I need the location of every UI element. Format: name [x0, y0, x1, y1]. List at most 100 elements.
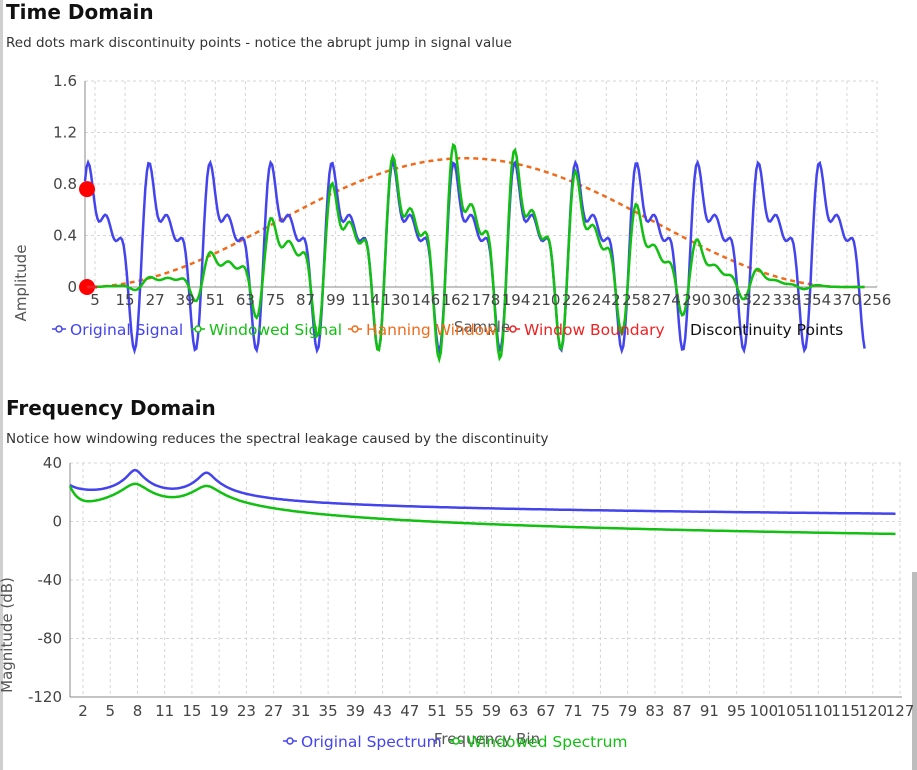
freq-grid — [69, 462, 902, 698]
time-x-tick: 210 — [532, 291, 561, 309]
time-x-tick: 322 — [742, 291, 771, 309]
time-x-tick: 274 — [652, 291, 681, 309]
freq-domain-subtitle: Notice how windowing reduces the spectra… — [6, 431, 549, 447]
time-legend-label: Window Boundary — [524, 321, 665, 339]
freq-x-tick: 5 — [105, 702, 115, 720]
time-x-tick: 130 — [381, 291, 410, 309]
time-legend-item[interactable]: Hanning Window — [348, 321, 497, 339]
freq-legend: Original Spectrum Windowed Spectrum — [283, 733, 628, 751]
freq-x-tick: 71 — [564, 702, 583, 720]
time-x-tick: 5 — [90, 291, 100, 309]
time-x-tick: 256 — [863, 291, 892, 309]
freq-legend-label: Original Spectrum — [301, 733, 442, 751]
freq-x-tick: 79 — [618, 702, 637, 720]
freq-x-tick: 100 — [750, 702, 779, 720]
freq-y-tick: -80 — [38, 630, 63, 648]
time-y-tick: 1.6 — [53, 72, 77, 90]
legend-marker-icon — [509, 325, 517, 333]
time-legend-item[interactable]: Original Signal — [52, 321, 183, 339]
freq-x-tick: 115 — [831, 702, 860, 720]
freq-x-tick: 91 — [700, 702, 719, 720]
freq-x-tick: 67 — [536, 702, 555, 720]
time-y-tick: 0.8 — [53, 175, 77, 193]
freq-x-tick: 63 — [509, 702, 528, 720]
freq-x-tick: 87 — [673, 702, 692, 720]
freq-x-tick: 105 — [777, 702, 806, 720]
time-legend: Original Signal Windowed Signal Hanning Wi… — [52, 321, 843, 339]
time-x-tick: 338 — [772, 291, 801, 309]
freq-x-tick: 19 — [210, 702, 229, 720]
scrollbar-thumb[interactable] — [912, 572, 917, 770]
legend-marker-icon — [351, 325, 359, 333]
freq-legend-item[interactable]: Original Spectrum — [283, 733, 442, 751]
time-x-tick: 146 — [412, 291, 441, 309]
time-x-tick: 99 — [326, 291, 345, 309]
time-x-tick: 39 — [176, 291, 195, 309]
legend-marker-icon — [452, 737, 460, 745]
freq-legend-item[interactable]: Windowed Spectrum — [449, 733, 628, 751]
time-domain-subtitle: Red dots mark discontinuity points - not… — [6, 35, 512, 51]
freq-x-tick: 15 — [182, 702, 201, 720]
freq-x-tick: 120 — [858, 702, 887, 720]
freq-x-axis-label: Frequency Bin — [434, 730, 540, 748]
freq-x-tick: 39 — [346, 702, 365, 720]
time-legend-label: Windowed Signal — [209, 321, 342, 339]
time-x-tick: 306 — [712, 291, 741, 309]
freq-domain-chart: 40 0 -40 -80 -120 2 5 8 11 15 19 23 27 31 35 39 43 47 51 5… — [0, 454, 914, 751]
freq-x-tick: 51 — [427, 702, 446, 720]
time-legend-item[interactable]: Discontinuity Points — [690, 321, 843, 339]
freq-x-tick: 8 — [133, 702, 143, 720]
freq-x-tick: 47 — [400, 702, 419, 720]
time-y-tick: 0 — [67, 278, 77, 296]
legend-marker-icon — [55, 325, 63, 333]
time-x-tick: 63 — [236, 291, 255, 309]
time-y-tick: 0.4 — [53, 227, 77, 245]
discontinuity-point — [79, 181, 95, 198]
freq-x-tick: 23 — [237, 702, 256, 720]
time-y-axis-label: Amplitude — [12, 245, 30, 322]
freq-y-tick: 0 — [52, 513, 62, 531]
time-legend-label: Original Signal — [70, 321, 183, 339]
time-x-ticks: 5 15 27 39 51 63 75 87 99 114 130 146 162 178 194 210 22… — [90, 291, 891, 309]
time-legend-label: Hanning Window — [366, 321, 497, 339]
freq-x-tick: 2 — [78, 702, 88, 720]
freq-x-tick: 11 — [155, 702, 174, 720]
freq-y-tick: -40 — [38, 571, 63, 589]
legend-marker-icon — [194, 325, 202, 333]
time-x-axis-label: Sample — [454, 318, 510, 336]
time-x-tick: 15 — [116, 291, 135, 309]
time-series — [79, 142, 866, 364]
time-legend-label: Discontinuity Points — [690, 321, 843, 339]
time-x-tick: 258 — [622, 291, 651, 309]
freq-x-tick: 83 — [645, 702, 664, 720]
time-x-tick: 178 — [472, 291, 501, 309]
time-x-tick: 87 — [296, 291, 315, 309]
time-y-ticks: 0 0.4 0.8 1.2 1.6 — [53, 72, 77, 296]
freq-x-tick: 35 — [319, 702, 338, 720]
time-x-tick: 27 — [146, 291, 165, 309]
time-x-tick: 370 — [833, 291, 862, 309]
freq-x-tick: 110 — [804, 702, 833, 720]
windowed-spectrum-line — [68, 482, 896, 536]
original-signal-line — [83, 159, 866, 355]
time-legend-item[interactable]: Window Boundary — [506, 321, 665, 339]
time-grid — [84, 80, 878, 288]
legend-marker-icon — [286, 737, 294, 745]
time-domain-title: Time Domain — [6, 0, 154, 24]
freq-x-tick: 43 — [373, 702, 392, 720]
time-x-tick: 194 — [502, 291, 531, 309]
freq-series — [68, 468, 896, 536]
time-x-tick: 354 — [803, 291, 832, 309]
time-y-tick: 1.2 — [53, 124, 77, 142]
freq-y-ticks: 40 0 -40 -80 -120 — [28, 454, 62, 706]
freq-legend-label: Windowed Spectrum — [467, 733, 628, 751]
original-spectrum-line — [69, 468, 896, 515]
freq-x-tick: 55 — [455, 702, 474, 720]
freq-x-tick: 127 — [886, 702, 915, 720]
freq-y-axis-label: Magnitude (dB) — [0, 577, 16, 693]
freq-x-ticks: 2 5 8 11 15 19 23 27 31 35 39 43 47 51 55 59 63 67 71 75 79 8… — [78, 702, 914, 720]
time-x-tick: 226 — [562, 291, 591, 309]
time-legend-item[interactable]: Windowed Signal — [191, 321, 342, 339]
time-x-tick: 162 — [442, 291, 471, 309]
time-x-tick: 75 — [266, 291, 285, 309]
